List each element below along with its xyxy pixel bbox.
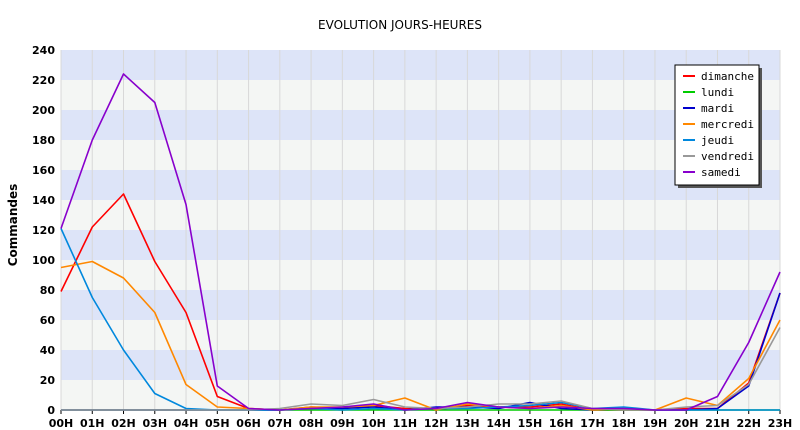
grid-band [61, 260, 780, 290]
y-tick-label: 180 [32, 134, 55, 147]
x-tick-label: 22H [736, 417, 761, 430]
legend: dimanche lundi mardi mercredi jeudi vendredi s… [674, 64, 762, 188]
x-tick-label: 20H [674, 417, 699, 430]
x-axis-ticks: 00H 01H 02H 03H 04H 05H 06H 07H 08H 09H 10H 11H 12H 1… [49, 410, 793, 430]
y-tick-label: 120 [32, 224, 55, 237]
series-line-samedi [60, 73, 781, 411]
y-tick-label: 240 [32, 44, 55, 57]
chart-title: EVOLUTION JOURS-HEURES [318, 18, 482, 32]
x-tick-label: 15H [518, 417, 543, 430]
y-axis-ticks: 0 20 40 60 80 100 120 140 160 180 200 220 240 [32, 44, 55, 417]
x-tick-label: 21H [705, 417, 730, 430]
y-tick-label: 80 [40, 284, 56, 297]
legend-label-jeudi: jeudi [701, 134, 734, 147]
series-lines [60, 73, 781, 411]
x-tick-label: 05H [205, 417, 230, 430]
grid-band [61, 140, 780, 170]
x-tick-label: 09H [330, 417, 355, 430]
x-tick-label: 00H [49, 417, 74, 430]
legend-label-mercredi: mercredi [701, 118, 754, 131]
grid-band [61, 290, 780, 320]
legend-label-lundi: lundi [701, 86, 734, 99]
x-tick-label: 13H [455, 417, 480, 430]
x-tick-label: 03H [143, 417, 168, 430]
y-tick-label: 220 [32, 74, 55, 87]
legend-label-mardi: mardi [701, 102, 734, 115]
x-tick-label: 19H [643, 417, 668, 430]
grid-band [61, 80, 780, 110]
x-tick-label: 14H [486, 417, 511, 430]
x-tick-label: 18H [611, 417, 636, 430]
legend-label-vendredi: vendredi [701, 150, 754, 163]
y-axis-label: Commandes [6, 184, 20, 267]
x-tick-label: 02H [111, 417, 136, 430]
legend-label-samedi: samedi [701, 166, 741, 179]
grid-band [61, 350, 780, 380]
y-tick-label: 140 [32, 194, 55, 207]
legend-label-dimanche: dimanche [701, 70, 754, 83]
y-tick-label: 200 [32, 104, 55, 117]
x-tick-label: 08H [299, 417, 324, 430]
x-tick-label: 17H [580, 417, 605, 430]
y-tick-label: 100 [32, 254, 55, 267]
x-tick-label: 23H [768, 417, 793, 430]
grid-band [61, 170, 780, 200]
grid-band [61, 110, 780, 140]
grid-band [61, 200, 780, 230]
grid-band [61, 380, 780, 410]
x-tick-label: 12H [424, 417, 449, 430]
x-tick-label: 16H [549, 417, 574, 430]
y-tick-label: 40 [40, 344, 56, 357]
x-tick-label: 01H [80, 417, 105, 430]
grid-band [61, 320, 780, 350]
y-tick-label: 0 [47, 404, 55, 417]
x-tick-label: 06H [236, 417, 261, 430]
grid-band [61, 50, 780, 80]
background-bands [61, 50, 780, 410]
grid-band [61, 230, 780, 260]
y-tick-label: 60 [40, 314, 56, 327]
x-tick-label: 07H [268, 417, 293, 430]
x-tick-label: 11H [393, 417, 418, 430]
x-tick-label: 04H [174, 417, 199, 430]
y-tick-label: 160 [32, 164, 55, 177]
x-tick-label: 10H [361, 417, 386, 430]
y-tick-label: 20 [40, 374, 56, 387]
series-line-mercredi [60, 260, 781, 411]
